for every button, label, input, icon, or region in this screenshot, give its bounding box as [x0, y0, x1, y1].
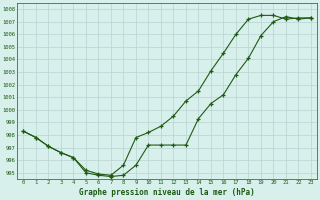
X-axis label: Graphe pression niveau de la mer (hPa): Graphe pression niveau de la mer (hPa)	[79, 188, 255, 197]
